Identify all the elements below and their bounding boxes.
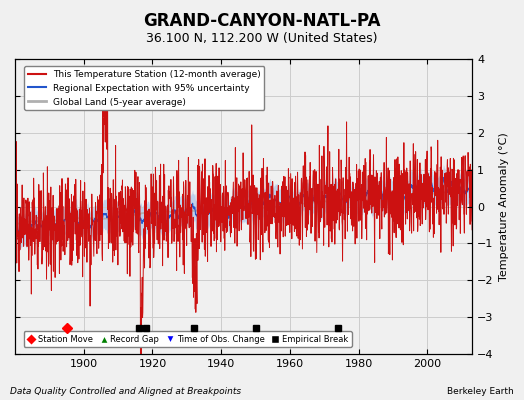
- Text: Data Quality Controlled and Aligned at Breakpoints: Data Quality Controlled and Aligned at B…: [10, 387, 242, 396]
- Y-axis label: Temperature Anomaly (°C): Temperature Anomaly (°C): [499, 132, 509, 281]
- Legend: Station Move, Record Gap, Time of Obs. Change, Empirical Break: Station Move, Record Gap, Time of Obs. C…: [24, 331, 352, 347]
- Text: 36.100 N, 112.200 W (United States): 36.100 N, 112.200 W (United States): [146, 32, 378, 45]
- Text: GRAND-CANYON-NATL-PA: GRAND-CANYON-NATL-PA: [143, 12, 381, 30]
- Text: Berkeley Earth: Berkeley Earth: [447, 387, 514, 396]
